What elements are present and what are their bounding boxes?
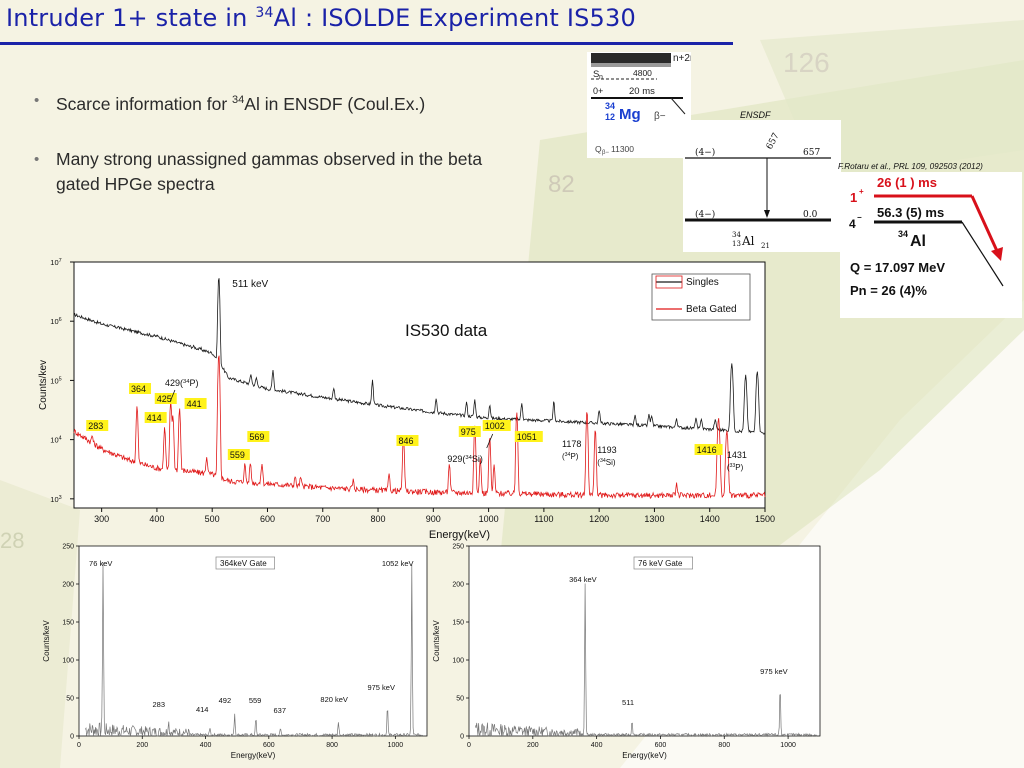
mg-label: 34: [605, 101, 615, 111]
bullet-text: Many strong unassigned gammas observed i…: [56, 148, 483, 194]
beta-arrow: [961, 221, 1004, 287]
rotaru-citation: F.Rotaru et al., PRL 109, 092503 (2012): [838, 162, 983, 171]
background-map-number: 82: [548, 171, 575, 198]
mg-label: 4800: [633, 68, 652, 78]
beta-arrow: [670, 97, 686, 115]
bullet-item: Many strong unassigned gammas observed i…: [32, 147, 522, 197]
ensdf-level-energy: 657: [803, 148, 820, 158]
ensdf-source-label: ENSDF: [740, 110, 771, 120]
q-value: Q = 17.097 MeV: [850, 260, 945, 275]
mg-label: n: [599, 74, 603, 81]
mg-label: Q: [595, 144, 602, 154]
neutron-band: [591, 63, 671, 67]
level-1-jp-sup: +: [859, 187, 864, 196]
mg-label: 0+: [593, 86, 603, 96]
level-0-halflife: 56.3 (5) ms: [877, 205, 944, 220]
background-map-number: 28: [0, 528, 24, 553]
neutron-band: [591, 53, 671, 63]
mg-label: 20 ms: [629, 86, 655, 97]
beta-n-arrowhead: [991, 247, 1003, 261]
bullet-text: Al in ENSDF (Coul.Ex.): [244, 93, 426, 114]
bullet-list: Scarce information for 34Al in ENSDF (Co…: [32, 88, 522, 227]
slide-title-sup: 34: [255, 5, 274, 21]
level-1-halflife: 26 (1 ) ms: [877, 175, 937, 190]
ensdf-level-jp: (4−): [695, 147, 715, 158]
rotaru-nucleus-sup: 34: [898, 229, 908, 239]
rotaru-level-scheme: F.Rotaru et al., PRL 109, 092503 (2012) …: [838, 158, 1024, 318]
ensdf-gamma-arrowhead: [764, 210, 770, 218]
ensdf-nucleus-n: 21: [761, 242, 770, 250]
ensdf-level-jp: (4−): [695, 209, 715, 220]
mg-label: β−: [602, 150, 609, 156]
ensdf-level-scheme: ENSDF (4−) 657 657 (4−) 0.0 34 13 Al 21: [683, 106, 841, 252]
ensdf-nucleus-z: 13: [732, 240, 741, 248]
background-map-number: 126: [783, 47, 830, 78]
slide-title-part: Al : ISOLDE Experiment IS530: [273, 4, 636, 32]
mg-label: 11300: [611, 144, 634, 154]
mg-label: Mg: [619, 106, 641, 123]
mg-decay-inset: n+2n S n 4800 0+ 20 ms 34 12 Mg β− Q β− …: [587, 52, 696, 158]
mg-label: 12: [605, 112, 615, 122]
slide-title-part: Intruder 1+ state in: [6, 4, 256, 32]
ensdf-nucleus-symbol: Al: [741, 234, 755, 248]
ensdf-nucleus-a: 34: [732, 231, 741, 239]
mg-label: S: [593, 69, 599, 80]
ensdf-level-energy: 0.0: [803, 210, 818, 220]
level-0-jp-sup: −: [857, 213, 862, 222]
mg-label: n+2n: [673, 53, 691, 64]
title-underline: [0, 42, 733, 45]
level-1-jp: 1: [850, 190, 857, 205]
level-0-jp: 4: [849, 217, 856, 231]
slide-title: Intruder 1+ state in 34Al : ISOLDE Exper…: [6, 4, 636, 32]
beta-n-arrow: [970, 195, 999, 252]
bullet-item: Scarce information for 34Al in ENSDF (Co…: [32, 88, 522, 117]
pn-value: Pn = 26 (4)%: [850, 283, 927, 298]
bullet-sup: 34: [232, 94, 245, 106]
bullet-text: Scarce information for: [56, 93, 233, 114]
mg-label: β−: [654, 111, 666, 122]
rotaru-nucleus-symbol: Al: [910, 233, 926, 250]
